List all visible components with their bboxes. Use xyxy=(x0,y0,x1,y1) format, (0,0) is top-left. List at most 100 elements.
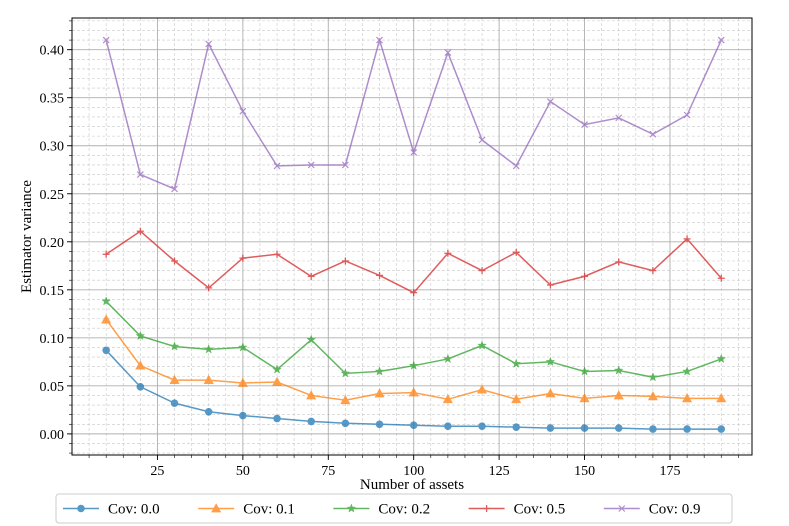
legend: Cov: 0.0 Cov: 0.1 Cov: 0.2 Cov: 0.5 Cov: 0.9 xyxy=(55,493,733,524)
plus-marker xyxy=(717,274,725,282)
series-layer xyxy=(101,36,727,433)
y-tick-label: 0.00 xyxy=(40,428,65,443)
star-marker xyxy=(203,344,214,354)
star-marker xyxy=(648,372,658,382)
triangle-marker xyxy=(511,394,522,404)
x-tick-label: 150 xyxy=(574,464,595,479)
x-marker xyxy=(683,111,691,119)
triangle-marker xyxy=(203,374,214,384)
series-4 xyxy=(102,36,725,193)
triangle-marker xyxy=(374,388,385,398)
plus-marker xyxy=(376,271,384,279)
legend-box xyxy=(55,493,733,524)
circle-marker xyxy=(683,425,691,433)
star-marker xyxy=(135,330,146,341)
star-marker xyxy=(101,296,112,306)
star-marker xyxy=(511,358,522,368)
x-tick-label: 100 xyxy=(403,464,424,479)
plus-marker xyxy=(341,257,349,265)
star-marker xyxy=(682,366,692,376)
legend-label: Cov: 0.0 xyxy=(108,502,160,518)
circle-marker xyxy=(170,399,179,407)
circle-marker xyxy=(444,422,452,430)
y-tick-label: 0.10 xyxy=(40,332,65,347)
plus-marker xyxy=(546,281,554,289)
series-3 xyxy=(102,227,725,297)
circle-marker xyxy=(580,424,589,432)
plus-marker xyxy=(478,267,486,275)
circle-marker xyxy=(273,414,281,423)
triangle-marker xyxy=(237,377,248,387)
circle-marker xyxy=(375,420,384,429)
star-marker xyxy=(408,360,419,370)
plus-marker xyxy=(239,254,247,262)
plus-marker xyxy=(273,250,281,258)
triangle-marker xyxy=(647,391,658,401)
x-marker xyxy=(410,149,418,156)
x-marker xyxy=(444,49,452,57)
star-marker xyxy=(169,341,180,351)
legend-swatch-0 xyxy=(63,504,99,513)
star-marker xyxy=(477,340,487,350)
y-tick-label: 0.30 xyxy=(40,140,65,155)
x-marker xyxy=(649,130,657,138)
x-marker xyxy=(102,36,110,44)
circle-marker xyxy=(478,422,486,430)
circle-marker xyxy=(649,425,657,433)
star-marker xyxy=(237,342,248,352)
triangle-marker xyxy=(135,360,146,370)
triangle-marker xyxy=(682,393,693,403)
y-tick-label: 0.20 xyxy=(40,236,65,251)
triangle-marker xyxy=(408,387,419,397)
star-marker xyxy=(306,334,317,344)
circle-marker xyxy=(717,425,726,433)
star-marker xyxy=(346,503,357,513)
plus-marker xyxy=(483,505,491,512)
triangle-marker xyxy=(477,384,488,394)
plus-marker xyxy=(307,272,315,280)
x-marker xyxy=(615,114,623,122)
plus-marker xyxy=(581,272,589,280)
x-marker xyxy=(512,162,520,170)
x-marker xyxy=(273,162,281,170)
triangle-marker xyxy=(211,503,222,513)
series-1 xyxy=(101,314,727,405)
circle-marker xyxy=(77,504,85,513)
x-marker xyxy=(239,107,247,115)
x-axis-title: Number of assets xyxy=(360,477,464,493)
circle-marker xyxy=(409,421,418,430)
x-marker xyxy=(171,185,178,193)
plus-marker xyxy=(649,267,657,275)
x-tick-label: 75 xyxy=(321,464,335,479)
x-marker xyxy=(341,161,349,169)
x-marker xyxy=(546,98,554,105)
plus-marker xyxy=(512,248,520,256)
y-tick-label: 0.40 xyxy=(40,44,65,59)
x-tick-label: 175 xyxy=(659,464,680,479)
x-marker xyxy=(581,121,588,129)
triangle-marker xyxy=(613,390,624,400)
y-tick-label: 0.25 xyxy=(40,188,65,203)
triangle-marker xyxy=(101,314,112,324)
plus-marker xyxy=(171,257,179,265)
triangle-marker xyxy=(579,393,590,403)
circle-marker xyxy=(341,419,350,428)
plus-marker xyxy=(444,249,452,257)
y-tick-label: 0.35 xyxy=(40,92,65,107)
grid-lines xyxy=(72,18,752,455)
circle-marker xyxy=(102,346,110,355)
x-marker xyxy=(205,40,213,48)
star-marker xyxy=(579,366,590,376)
x-marker xyxy=(478,136,486,144)
x-marker xyxy=(618,505,626,512)
circle-marker xyxy=(546,424,555,432)
legend-swatch-4 xyxy=(603,505,640,512)
series-2 xyxy=(101,296,727,382)
circle-marker xyxy=(136,383,145,391)
triangle-marker xyxy=(545,388,556,398)
plus-marker xyxy=(683,235,691,243)
series-0 xyxy=(102,346,726,433)
axis-ticks: 25 50 75 100 125 150 175 0.00 0.05 0.10 0.15 0.20 0.… xyxy=(40,20,739,479)
plus-marker xyxy=(102,250,110,258)
